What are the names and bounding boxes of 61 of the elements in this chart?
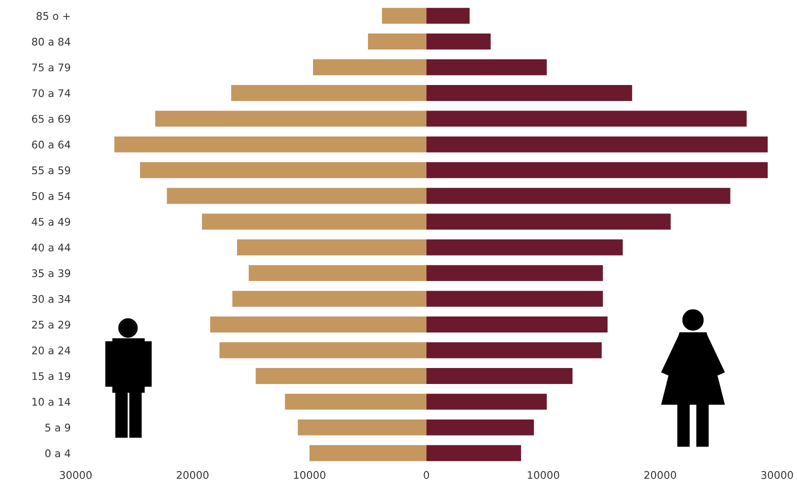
bar [166,188,426,204]
x-tick-label: 10000 [528,471,560,479]
bar [426,445,522,462]
y-tick-label: 60 a 64 [32,140,70,149]
y-tick-label: 45 a 49 [32,218,70,226]
x-tick-label: 0 [424,471,430,479]
bar [426,419,534,436]
y-tick-label: 20 a 24 [32,346,70,354]
y-tick-label: 5 a 9 [45,424,70,432]
x-tick-label: 30000 [60,471,92,479]
bar [310,445,426,462]
y-tick-label: 55 a 59 [32,166,70,174]
y-tick-label: 75 a 79 [32,63,70,72]
x-tick-label: 20000 [176,471,208,479]
bar [298,419,426,436]
y-tick-label: 85 o + [36,12,70,20]
y-tick-label: 65 a 69 [32,114,70,123]
bar [232,290,426,307]
bar [256,368,426,384]
y-tick-label: 50 a 54 [32,192,70,200]
bar [313,59,426,76]
bar [140,162,426,178]
bar [426,34,491,50]
bar [231,85,426,101]
y-tick-label: 25 a 29 [32,320,70,329]
bar [368,34,426,50]
y-tick-label: 10 a 14 [32,398,70,406]
bar [426,316,608,332]
y-tick-label: 0 a 4 [45,449,70,458]
bar [426,368,573,384]
bar [426,394,547,410]
bar [426,188,730,204]
bar [426,8,470,24]
y-tick-label: 80 a 84 [32,38,70,46]
bar [114,136,426,152]
bar [426,136,768,152]
y-tick-label: 35 a 39 [32,269,70,278]
x-tick-label: 30000 [761,471,793,479]
bar [426,265,603,282]
bar [202,214,426,230]
bar [382,8,426,24]
y-tick-label: 15 a 19 [32,372,70,380]
bar [284,394,426,410]
bar [210,316,426,332]
bar [237,239,426,256]
bar [155,110,426,127]
y-tick-label: 40 a 44 [32,244,70,252]
bar [426,110,747,127]
x-tick-label: 10000 [294,471,326,479]
bar [426,290,603,307]
bar [426,85,632,101]
y-tick-label: 70 a 74 [32,89,70,98]
bar [426,59,547,76]
bar [426,162,768,178]
bar [426,342,602,358]
bar [248,265,426,282]
bar [219,342,426,358]
bar [426,214,671,230]
y-tick-label: 30 a 34 [32,295,70,303]
bar [426,239,623,256]
x-tick-label: 20000 [644,471,676,479]
